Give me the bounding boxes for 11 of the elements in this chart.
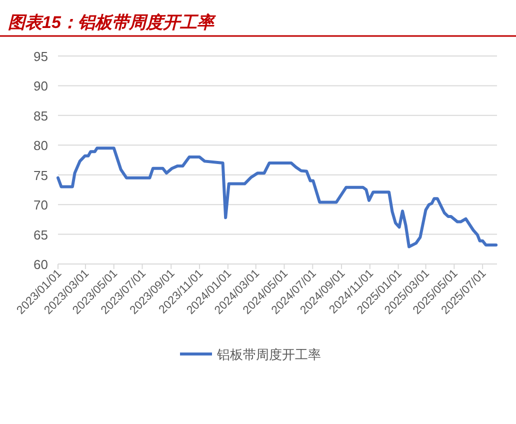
chart-title: 图表15：铝板带周度开工率 <box>8 13 216 32</box>
y-tick-label: 90 <box>34 78 48 94</box>
y-tick-label: 65 <box>34 227 48 242</box>
legend-label: 铝板带周度开工率 <box>216 347 321 363</box>
y-tick-label: 60 <box>34 257 48 272</box>
y-tick-label: 70 <box>34 198 48 213</box>
y-tick-label: 80 <box>34 138 48 154</box>
y-tick-label: 75 <box>34 168 48 183</box>
line-series <box>56 146 498 248</box>
y-tick-label: 85 <box>34 108 48 124</box>
y-tick-label: 95 <box>34 49 48 64</box>
